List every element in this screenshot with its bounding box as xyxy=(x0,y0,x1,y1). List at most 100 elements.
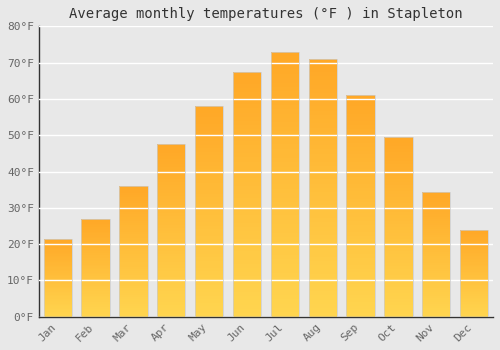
Bar xyxy=(422,246,450,248)
Bar xyxy=(119,275,148,278)
Bar xyxy=(270,65,299,69)
Bar xyxy=(82,289,110,290)
Bar xyxy=(44,254,72,256)
Bar xyxy=(82,270,110,271)
Bar xyxy=(195,225,224,229)
Bar xyxy=(44,251,72,252)
Bar xyxy=(308,115,337,119)
Bar xyxy=(195,268,224,271)
Bar xyxy=(119,193,148,195)
Bar xyxy=(195,296,224,299)
Bar xyxy=(270,242,299,246)
Bar xyxy=(44,256,72,257)
Bar xyxy=(157,233,186,236)
Bar xyxy=(119,254,148,256)
Bar xyxy=(233,227,261,231)
Bar xyxy=(119,256,148,258)
Bar xyxy=(233,76,261,80)
Bar xyxy=(460,240,488,241)
Bar xyxy=(308,226,337,231)
Bar xyxy=(44,278,72,279)
Bar xyxy=(422,315,450,317)
Bar xyxy=(422,217,450,219)
Bar xyxy=(82,305,110,307)
Bar xyxy=(195,204,224,208)
Bar xyxy=(308,72,337,76)
Bar xyxy=(44,275,72,276)
Bar xyxy=(233,268,261,272)
Bar xyxy=(308,124,337,128)
Bar xyxy=(460,290,488,292)
Bar xyxy=(308,239,337,244)
Bar xyxy=(233,80,261,84)
Bar xyxy=(157,199,186,202)
Bar xyxy=(233,104,261,108)
Bar xyxy=(195,113,224,117)
Bar xyxy=(384,137,412,140)
Bar xyxy=(233,272,261,276)
Bar xyxy=(384,167,412,170)
Bar xyxy=(195,222,224,225)
Bar xyxy=(308,235,337,239)
Bar xyxy=(119,199,148,201)
Bar xyxy=(308,295,337,300)
Bar xyxy=(460,248,488,250)
Bar xyxy=(422,296,450,298)
Bar xyxy=(384,284,412,287)
Bar xyxy=(308,252,337,257)
Bar xyxy=(270,308,299,313)
Bar xyxy=(157,225,186,228)
Bar xyxy=(157,242,186,245)
Bar xyxy=(82,266,110,268)
Bar xyxy=(195,292,224,296)
Bar xyxy=(346,169,375,173)
Bar xyxy=(422,248,450,250)
Bar xyxy=(157,202,186,205)
Bar xyxy=(195,239,224,243)
Bar xyxy=(422,279,450,281)
Bar xyxy=(119,212,148,215)
Bar xyxy=(384,302,412,305)
Bar xyxy=(460,302,488,304)
Bar xyxy=(82,287,110,289)
Bar xyxy=(157,196,186,199)
Bar xyxy=(270,290,299,295)
Bar xyxy=(460,311,488,313)
Bar xyxy=(270,158,299,162)
Bar xyxy=(82,292,110,294)
Bar xyxy=(233,292,261,296)
Bar xyxy=(44,271,72,273)
Bar xyxy=(384,161,412,164)
Bar xyxy=(233,137,261,141)
Bar xyxy=(119,315,148,317)
Bar xyxy=(346,258,375,261)
Bar xyxy=(44,305,72,306)
Bar xyxy=(233,145,261,149)
Bar xyxy=(308,102,337,106)
Bar xyxy=(422,233,450,235)
Bar xyxy=(44,246,72,248)
Bar xyxy=(157,150,186,153)
Bar xyxy=(460,259,488,260)
Bar xyxy=(82,312,110,314)
Bar xyxy=(422,310,450,313)
Bar xyxy=(157,182,186,184)
Bar xyxy=(346,247,375,250)
Bar xyxy=(460,267,488,269)
Bar xyxy=(460,241,488,243)
Bar xyxy=(308,300,337,304)
Bar xyxy=(44,315,72,317)
Bar xyxy=(422,219,450,221)
Bar xyxy=(346,150,375,154)
Bar xyxy=(233,223,261,227)
Bar xyxy=(422,269,450,271)
Bar xyxy=(233,202,261,206)
Bar xyxy=(195,187,224,190)
Bar xyxy=(270,246,299,251)
Bar xyxy=(82,300,110,302)
Bar xyxy=(384,155,412,158)
Bar xyxy=(44,299,72,300)
Bar xyxy=(422,292,450,294)
Bar xyxy=(346,295,375,298)
Bar xyxy=(422,250,450,252)
